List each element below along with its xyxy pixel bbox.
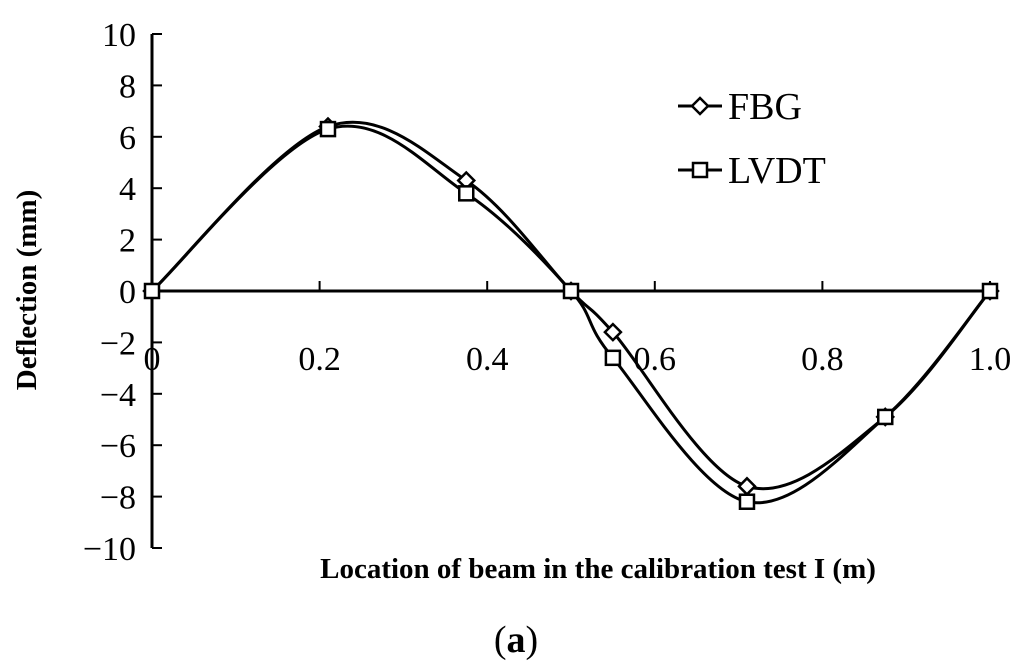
y-tick-label: 8: [119, 68, 136, 105]
x-tick-label: 0.8: [801, 341, 844, 378]
data-point-lvdt: [738, 493, 756, 510]
y-tick-label: 0: [119, 274, 136, 311]
panel-label-letter: a: [507, 619, 526, 661]
legend-marker-fbg: [690, 96, 710, 116]
data-point-lvdt: [458, 185, 475, 202]
legend: FBG LVDT: [678, 86, 826, 192]
series-layer: [142, 116, 1000, 510]
series-line-lvdt: [150, 124, 992, 505]
x-tick-label: 0.4: [466, 341, 509, 378]
data-point-lvdt: [981, 282, 999, 300]
x-tick-label: 0: [144, 341, 161, 378]
series-line-fbg: [150, 120, 992, 491]
data-point-fbg: [603, 322, 623, 342]
panel-label-close: ): [526, 619, 539, 661]
x-ticks: 0 0.2 0.4 0.6 0.8 1.0: [144, 281, 1012, 378]
y-tick-label: −6: [100, 428, 136, 465]
x-axis-title: Location of beam in the calibration test…: [320, 553, 876, 585]
data-point-lvdt: [562, 282, 580, 300]
data-point-lvdt: [319, 120, 337, 138]
y-tick-label: 2: [119, 223, 136, 260]
y-tick-label: −4: [100, 377, 136, 414]
series-fbg: [142, 116, 1000, 497]
legend-label-lvdt: LVDT: [728, 150, 826, 192]
y-tick-label: −2: [100, 325, 136, 362]
y-tick-label: −10: [83, 531, 136, 568]
legend-label-fbg: FBG: [728, 86, 802, 128]
data-point-lvdt: [604, 349, 622, 367]
data-point-fbg: [737, 476, 757, 497]
data-point-lvdt: [143, 282, 161, 300]
y-axis-title: Deflection (mm): [11, 190, 43, 391]
series-lvdt: [143, 120, 999, 510]
y-tick-label: 10: [102, 17, 136, 54]
panel-label-open: (: [494, 619, 507, 661]
panel-label: (a): [494, 619, 538, 661]
x-tick-label: 0.6: [634, 341, 677, 378]
x-tick-label: 0.2: [298, 341, 341, 378]
y-tick-label: 4: [119, 171, 136, 208]
y-tick-label: −8: [100, 480, 136, 517]
x-tick-label: 1.0: [969, 341, 1012, 378]
data-point-lvdt: [877, 408, 894, 426]
legend-marker-lvdt: [691, 161, 709, 179]
y-tick-label: 6: [119, 120, 136, 157]
